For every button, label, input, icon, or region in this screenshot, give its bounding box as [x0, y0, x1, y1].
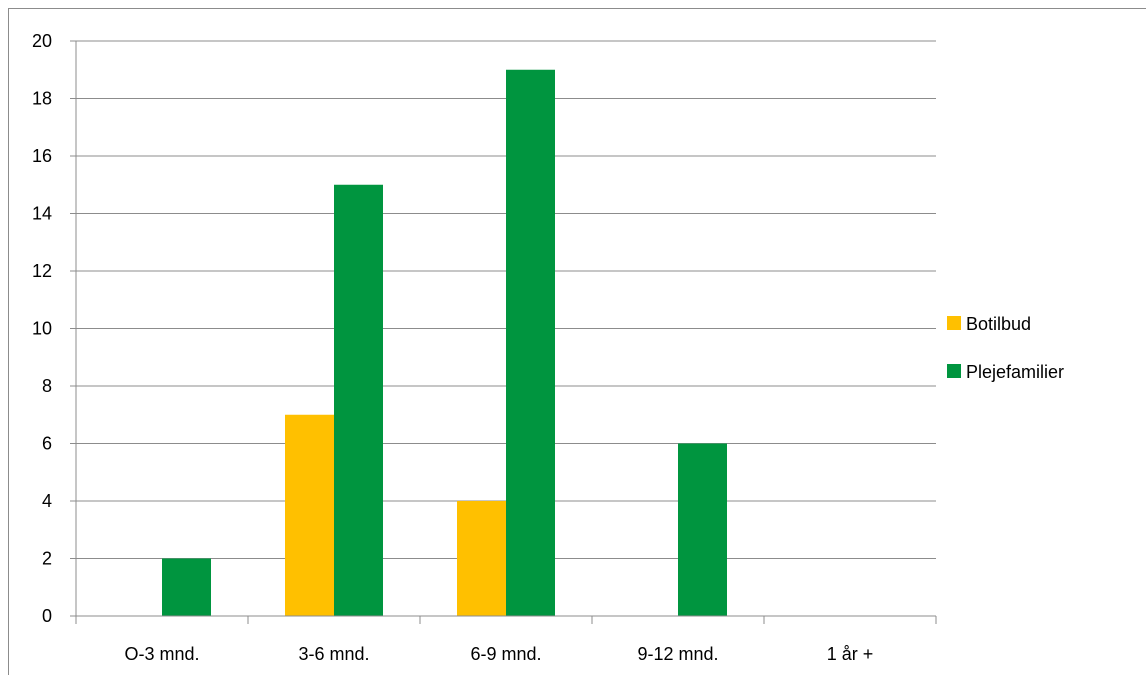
- y-tick-label: 6: [42, 434, 52, 454]
- bar-plejefamilier-1: [334, 184, 383, 616]
- bars: [162, 69, 727, 616]
- axis-labels: 0 2 4 6 8 10 12 14 16 18 20 O-3 mnd. 3-6 mnd. 6-9 mnd…: [32, 31, 873, 664]
- y-tick-label: 18: [32, 89, 52, 109]
- legend-swatch-plejefamilier: [947, 364, 961, 378]
- y-tick-label: 20: [32, 31, 52, 51]
- bar-plejefamilier-3: [678, 443, 727, 616]
- x-category-label: O-3 mnd.: [124, 644, 199, 664]
- y-tick-label: 0: [42, 606, 52, 626]
- legend-label: Plejefamilier: [966, 362, 1064, 382]
- x-category-label: 6-9 mnd.: [470, 644, 541, 664]
- y-tick-label: 16: [32, 146, 52, 166]
- bar-botilbud-2: [457, 501, 506, 616]
- bar-plejefamilier-0: [162, 558, 211, 616]
- legend-label: Botilbud: [966, 314, 1031, 334]
- bar-botilbud-1: [285, 414, 334, 616]
- y-tick-label: 2: [42, 549, 52, 569]
- bar-plejefamilier-2: [506, 69, 555, 616]
- y-tick-label: 10: [32, 319, 52, 339]
- axes: [70, 40, 937, 624]
- x-category-label: 3-6 mnd.: [298, 644, 369, 664]
- legend: Botilbud Plejefamilier: [947, 314, 1064, 382]
- x-category-label: 9-12 mnd.: [637, 644, 718, 664]
- x-category-label: 1 år +: [827, 644, 874, 664]
- y-tick-label: 12: [32, 261, 52, 281]
- y-tick-label: 8: [42, 376, 52, 396]
- y-tick-label: 4: [42, 491, 52, 511]
- legend-swatch-botilbud: [947, 316, 961, 330]
- y-tick-label: 14: [32, 204, 52, 224]
